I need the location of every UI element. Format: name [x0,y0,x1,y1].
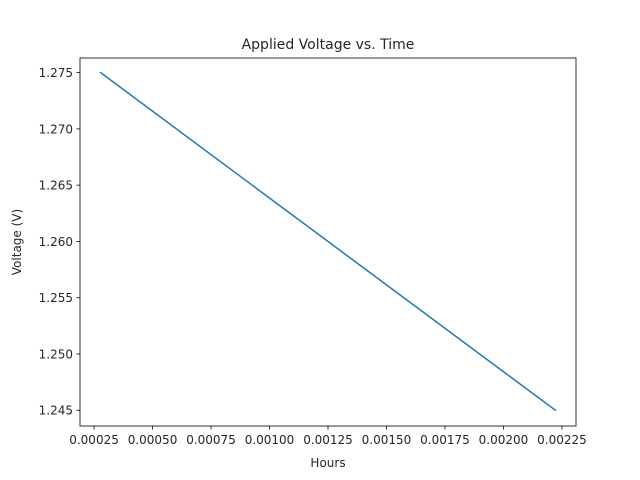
x-axis-label: Hours [310,456,345,470]
y-tick-label-5: 1.270 [39,122,73,136]
x-tick-label-8: 0.00225 [537,433,587,447]
y-tick-label-4: 1.265 [39,179,73,193]
x-tick-label-5: 0.00150 [362,433,412,447]
x-tick-label-1: 0.00050 [128,433,178,447]
y-tick-label-1: 1.250 [39,347,73,361]
y-tick-label-2: 1.255 [39,291,73,305]
y-axis: 1.245 1.250 1.255 1.260 1.265 1.270 1.275 [39,66,80,418]
series-line-0 [99,71,557,412]
y-tick-label-6: 1.275 [39,66,73,80]
x-tick-label-3: 0.00100 [245,433,295,447]
y-axis-label: Voltage (V) [10,209,24,275]
x-axis: 0.00025 0.00050 0.00075 0.00100 0.00125 0.001… [69,426,587,447]
x-tick-label-0: 0.00025 [69,433,119,447]
x-tick-label-4: 0.00125 [303,433,353,447]
chart-title: Applied Voltage vs. Time [242,37,415,53]
x-tick-label-6: 0.00175 [420,433,470,447]
y-tick-label-0: 1.245 [39,404,73,418]
x-tick-label-7: 0.00200 [479,433,529,447]
x-tick-label-2: 0.00075 [186,433,236,447]
y-tick-label-3: 1.260 [39,235,73,249]
